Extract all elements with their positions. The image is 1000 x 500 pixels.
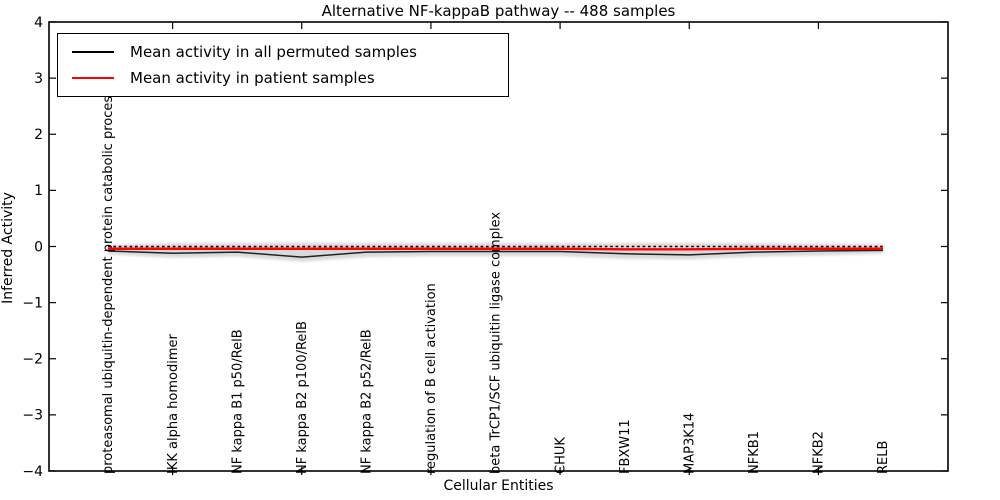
- x-tick-label: MAP3K14: [682, 413, 697, 474]
- series-mean-activity-in-patient-samples: [108, 247, 883, 251]
- y-tick-label: −3: [22, 408, 43, 424]
- legend-entry: Mean activity in patient samples: [58, 69, 508, 87]
- x-tick-label: regulation of B cell activation: [424, 283, 439, 474]
- x-tick-label: NF kappa B2 p52/RelB: [359, 329, 374, 474]
- series-mean-activity-in-all-permuted-samples: [107, 249, 884, 258]
- y-tick-label: −2: [22, 352, 43, 368]
- y-tick-label: 3: [34, 71, 43, 87]
- x-tick-label: NF kappa B1 p50/RelB: [230, 329, 245, 474]
- x-axis-title: Cellular Entities: [443, 478, 554, 494]
- y-tick-label: −4: [22, 464, 43, 480]
- y-tick-label: −1: [22, 295, 43, 311]
- legend: Mean activity in all permuted samples Mea…: [57, 33, 509, 97]
- legend-entry: Mean activity in all permuted samples: [58, 43, 508, 61]
- legend-line-sample: [72, 50, 114, 53]
- y-tick-label: 1: [34, 183, 43, 199]
- chart-title: Alternative NF-kappaB pathway -- 488 sam…: [321, 2, 676, 20]
- y-tick-label: 2: [34, 127, 43, 143]
- legend-line-sample: [72, 77, 114, 80]
- legend-label: Mean activity in patient samples: [130, 69, 375, 88]
- y-tick-label: 0: [34, 239, 43, 255]
- x-tick-label: beta TrCP1/SCF ubiquitin ligase complex: [489, 212, 504, 474]
- x-tick-label: NFKB2: [812, 431, 827, 474]
- x-tick-label: RELB: [876, 441, 891, 474]
- y-axis-title: Inferred Activity: [0, 192, 16, 304]
- x-tick-label: FBXW11: [618, 419, 633, 474]
- x-tick-label: CHUK: [553, 437, 568, 474]
- x-tick-label: NFKB1: [747, 431, 762, 474]
- x-tick-label: proteasomal ubiquitin-dependent protein …: [101, 89, 116, 474]
- x-tick-label: NF kappa B2 p100/RelB: [295, 321, 310, 474]
- x-tick-label: IKK alpha homodimer: [166, 333, 181, 474]
- y-tick-label: 4: [34, 15, 43, 31]
- legend-label: Mean activity in all permuted samples: [130, 42, 417, 61]
